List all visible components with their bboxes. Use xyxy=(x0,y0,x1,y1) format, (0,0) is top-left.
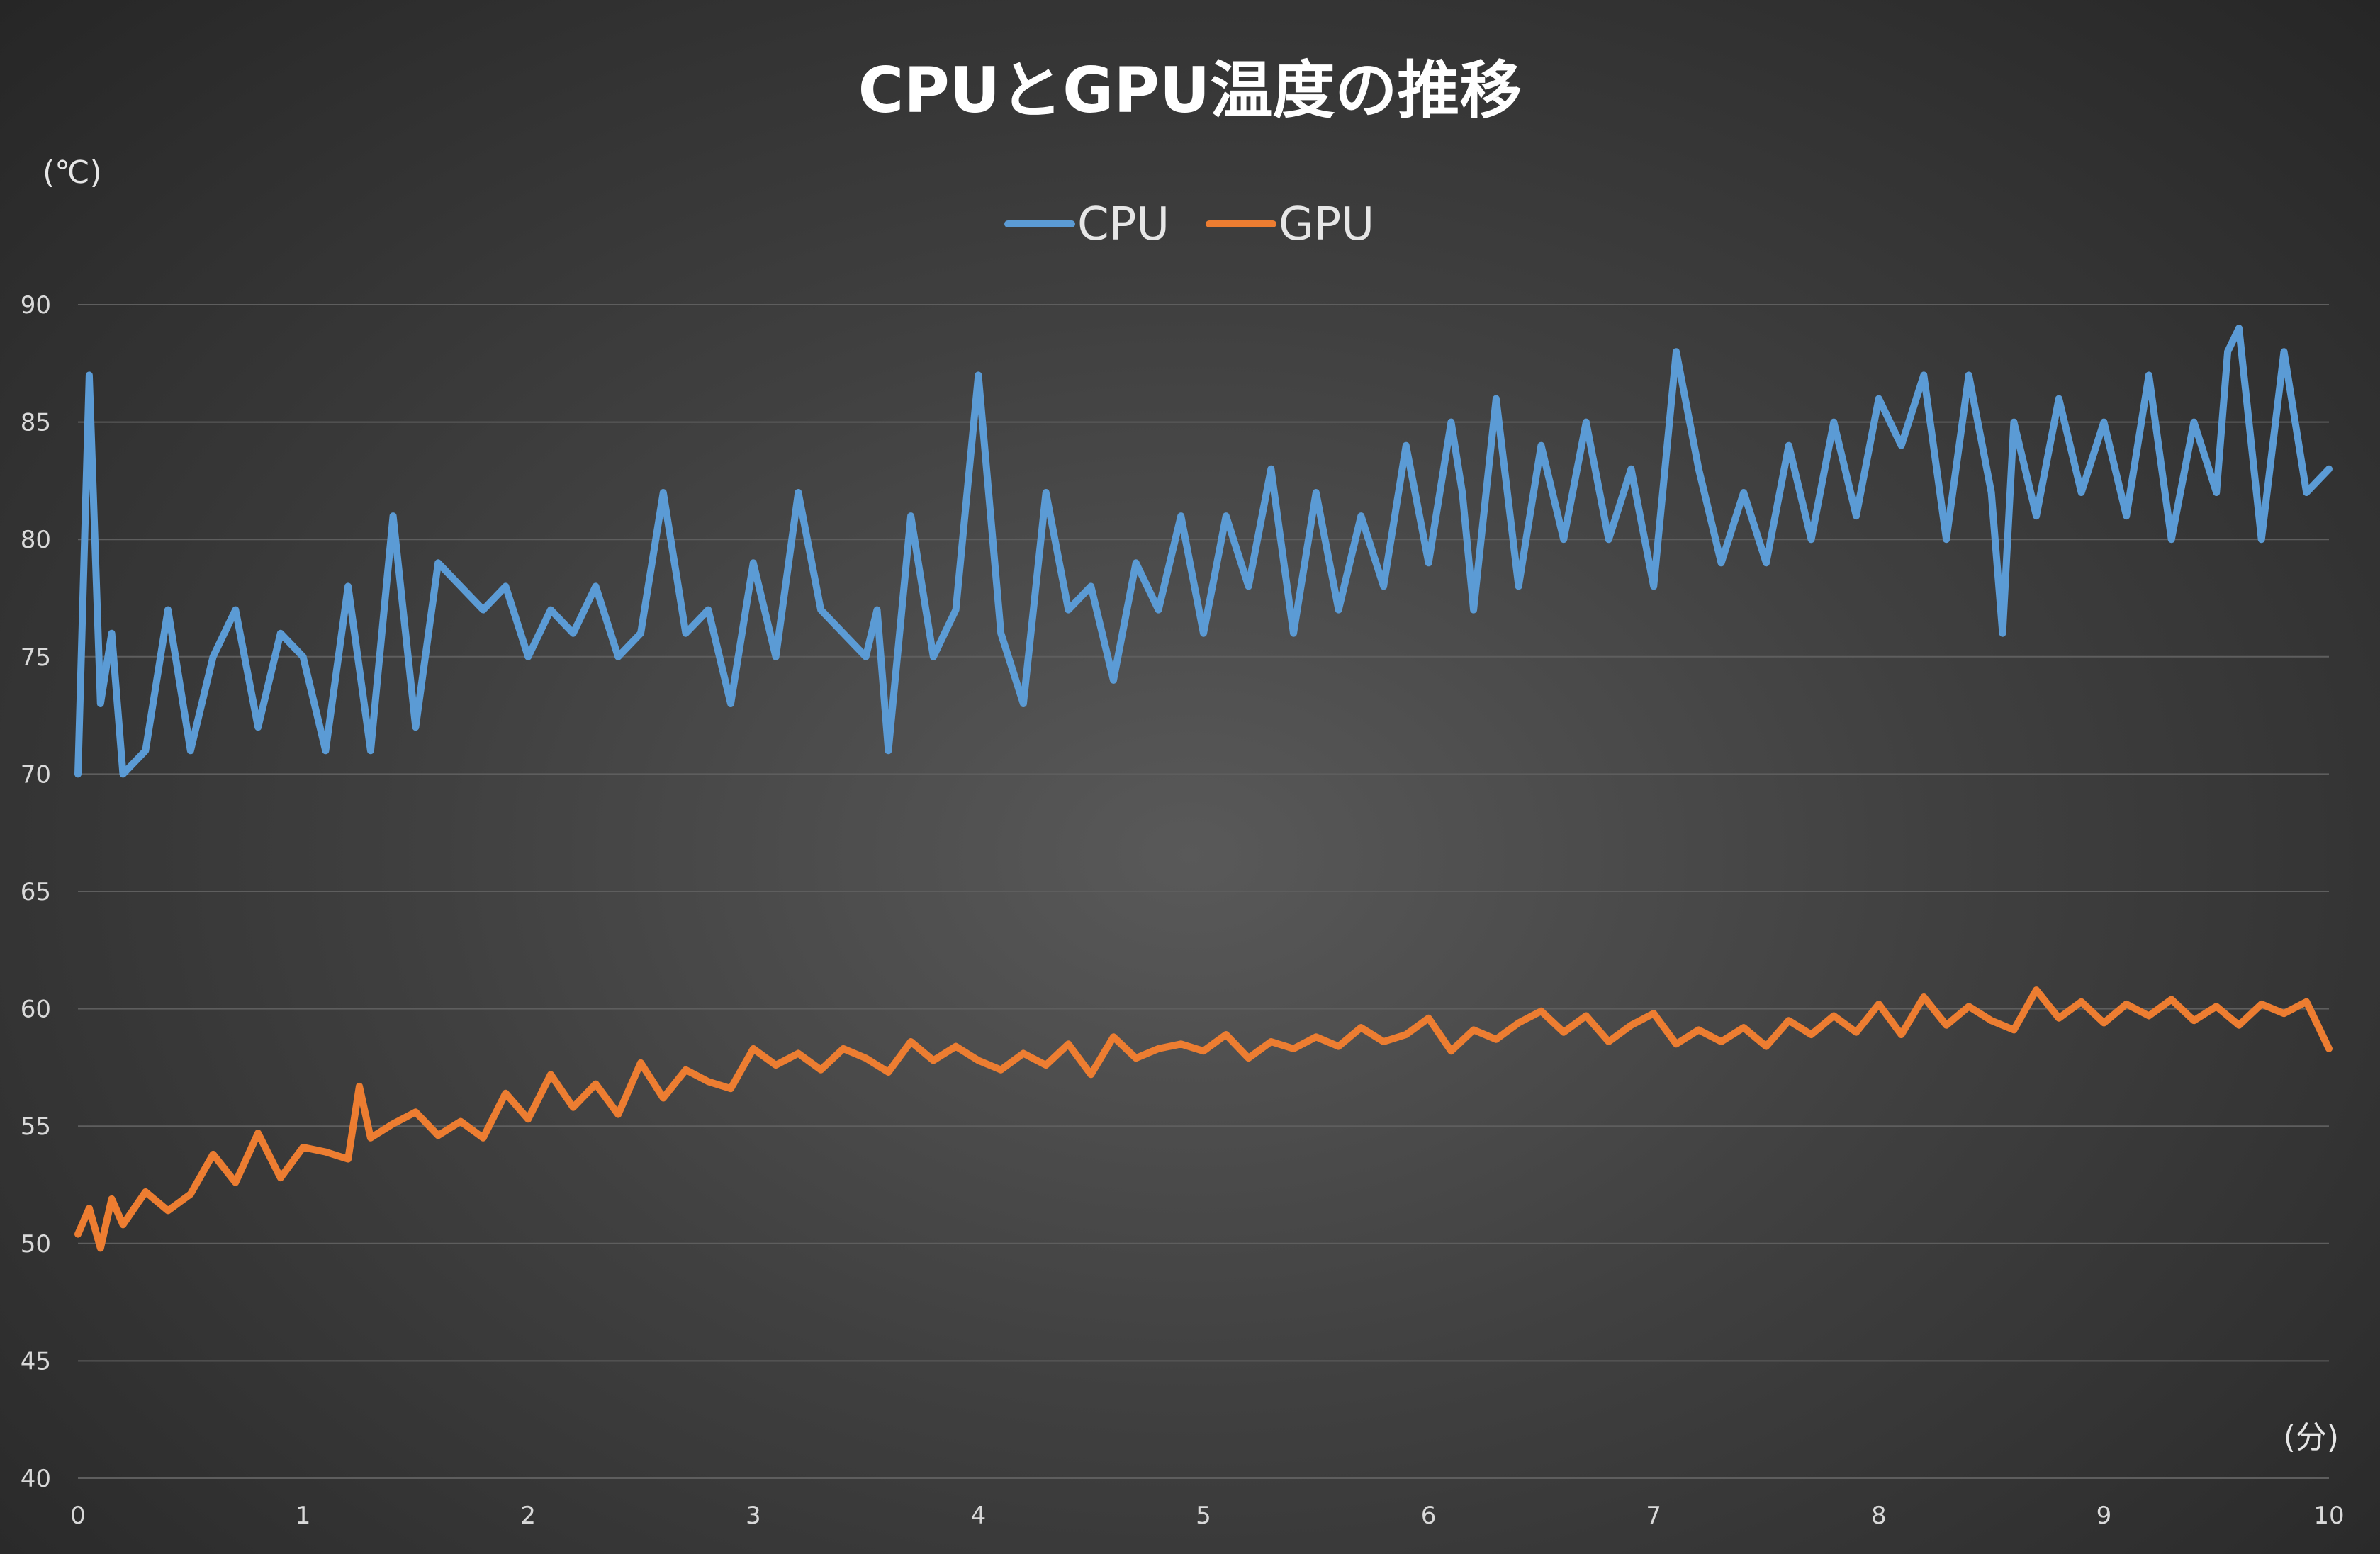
y-tick-label: 40 xyxy=(21,1465,51,1493)
legend-cpu-label: CPU xyxy=(1077,198,1169,251)
x-axis-unit-label: (分) xyxy=(2284,1419,2339,1456)
y-tick-label: 50 xyxy=(21,1230,51,1259)
series-line-cpu xyxy=(74,325,2333,778)
x-tick-label: 7 xyxy=(1646,1502,1661,1530)
x-tick-label: 6 xyxy=(1421,1502,1437,1530)
x-tick-label: 0 xyxy=(70,1502,86,1530)
chart-title: CPUとGPU温度の推移 xyxy=(858,54,1522,127)
y-axis-unit-label: (℃) xyxy=(43,154,102,191)
y-tick-label: 90 xyxy=(21,291,51,320)
x-tick-label: 9 xyxy=(2096,1502,2112,1530)
series-line-gpu xyxy=(74,986,2333,1252)
legend-gpu-label: GPU xyxy=(1279,198,1374,251)
y-tick-label: 60 xyxy=(21,996,51,1024)
legend: CPU GPU xyxy=(1004,198,1374,251)
y-tick-label: 45 xyxy=(21,1347,51,1375)
x-axis-ticks: 0 1 2 3 4 5 6 7 8 9 10 xyxy=(70,1502,2344,1530)
x-tick-label: 4 xyxy=(971,1502,987,1530)
series-lines xyxy=(74,325,2333,1252)
x-tick-label: 10 xyxy=(2313,1502,2344,1530)
y-tick-label: 70 xyxy=(21,760,51,789)
x-tick-label: 3 xyxy=(746,1502,761,1530)
y-tick-label: 55 xyxy=(21,1113,51,1141)
x-tick-label: 1 xyxy=(296,1502,311,1530)
y-tick-label: 80 xyxy=(21,526,51,554)
y-tick-label: 85 xyxy=(21,409,51,437)
y-tick-label: 65 xyxy=(21,878,51,906)
x-tick-label: 5 xyxy=(1196,1502,1211,1530)
x-tick-label: 8 xyxy=(1871,1502,1887,1530)
x-tick-label: 2 xyxy=(520,1502,536,1530)
y-axis-ticks: 40 45 50 55 60 65 70 75 80 85 90 xyxy=(21,291,51,1493)
y-tick-label: 75 xyxy=(21,643,51,672)
